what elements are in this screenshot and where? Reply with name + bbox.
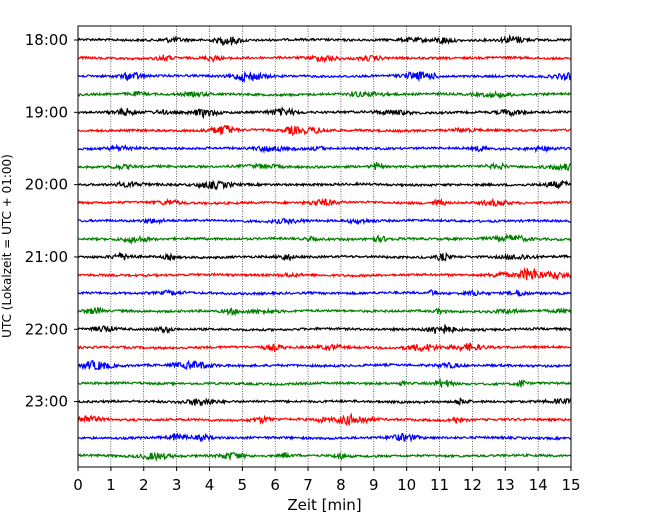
seismogram-trace xyxy=(77,90,572,100)
x-tick-label: 1 xyxy=(106,476,116,494)
y-tick-label: 23:00 xyxy=(25,393,68,411)
seismogram-trace xyxy=(77,451,572,462)
x-tick-label: 8 xyxy=(336,476,346,494)
x-tick-label: 7 xyxy=(303,476,313,494)
seismogram-trace xyxy=(77,105,572,120)
x-axis-label: Zeit [min] xyxy=(287,496,361,514)
seismogram-trace xyxy=(77,70,572,84)
seismogram-trace xyxy=(77,377,572,389)
y-tick-label: 20:00 xyxy=(25,176,68,194)
seismogram-trace xyxy=(77,342,572,353)
y-axis-label: UTC (Lokalzeit = UTC + 01:00) xyxy=(0,154,14,338)
seismogram-trace xyxy=(77,288,572,297)
seismogram-trace xyxy=(77,161,572,172)
x-tick-label: 10 xyxy=(397,476,416,494)
seismogram-trace xyxy=(77,432,572,443)
x-tick-label: 2 xyxy=(139,476,149,494)
seismogram-trace xyxy=(77,266,572,281)
seismogram-traces xyxy=(77,34,572,462)
seismogram-trace xyxy=(77,412,572,427)
x-tick-label: 13 xyxy=(496,476,515,494)
seismogram-trace xyxy=(77,179,572,191)
x-tick-label: 3 xyxy=(172,476,182,494)
seismogram-trace xyxy=(77,143,572,154)
x-tick-label: 11 xyxy=(430,476,449,494)
x-tick-label: 15 xyxy=(561,476,580,494)
seismogram-trace xyxy=(77,306,572,317)
x-tick-label: 0 xyxy=(73,476,83,494)
x-tick-label: 12 xyxy=(463,476,482,494)
seismogram-trace xyxy=(77,197,572,207)
seismogram-trace xyxy=(77,34,572,47)
y-tick-label: 22:00 xyxy=(25,320,68,338)
x-tick-label: 6 xyxy=(270,476,280,494)
seismogram-trace xyxy=(77,217,572,226)
y-tick-label: 18:00 xyxy=(25,31,68,49)
x-gridlines xyxy=(110,26,539,467)
seismogram-trace xyxy=(77,232,572,245)
seismogram-trace xyxy=(77,54,572,64)
seismogram-trace xyxy=(77,124,572,137)
x-tick-label: 5 xyxy=(238,476,248,494)
x-tick-label: 4 xyxy=(205,476,215,494)
y-axis-ticks: 18:00 19:00 20:00 21:00 22:00 23:00 xyxy=(25,31,78,411)
x-tick-label: 14 xyxy=(529,476,548,494)
seismogram-trace xyxy=(77,251,572,262)
seismogram-trace xyxy=(78,397,572,407)
x-tick-label: 9 xyxy=(369,476,379,494)
y-tick-label: 19:00 xyxy=(25,103,68,121)
seismogram-trace xyxy=(77,323,572,335)
seismogram-trace xyxy=(77,359,572,371)
plot-frame xyxy=(77,25,572,468)
x-axis-ticks: 0 1 2 3 4 5 6 7 8 9 10 11 12 13 14 15 xyxy=(73,467,581,494)
y-tick-label: 21:00 xyxy=(25,248,68,266)
